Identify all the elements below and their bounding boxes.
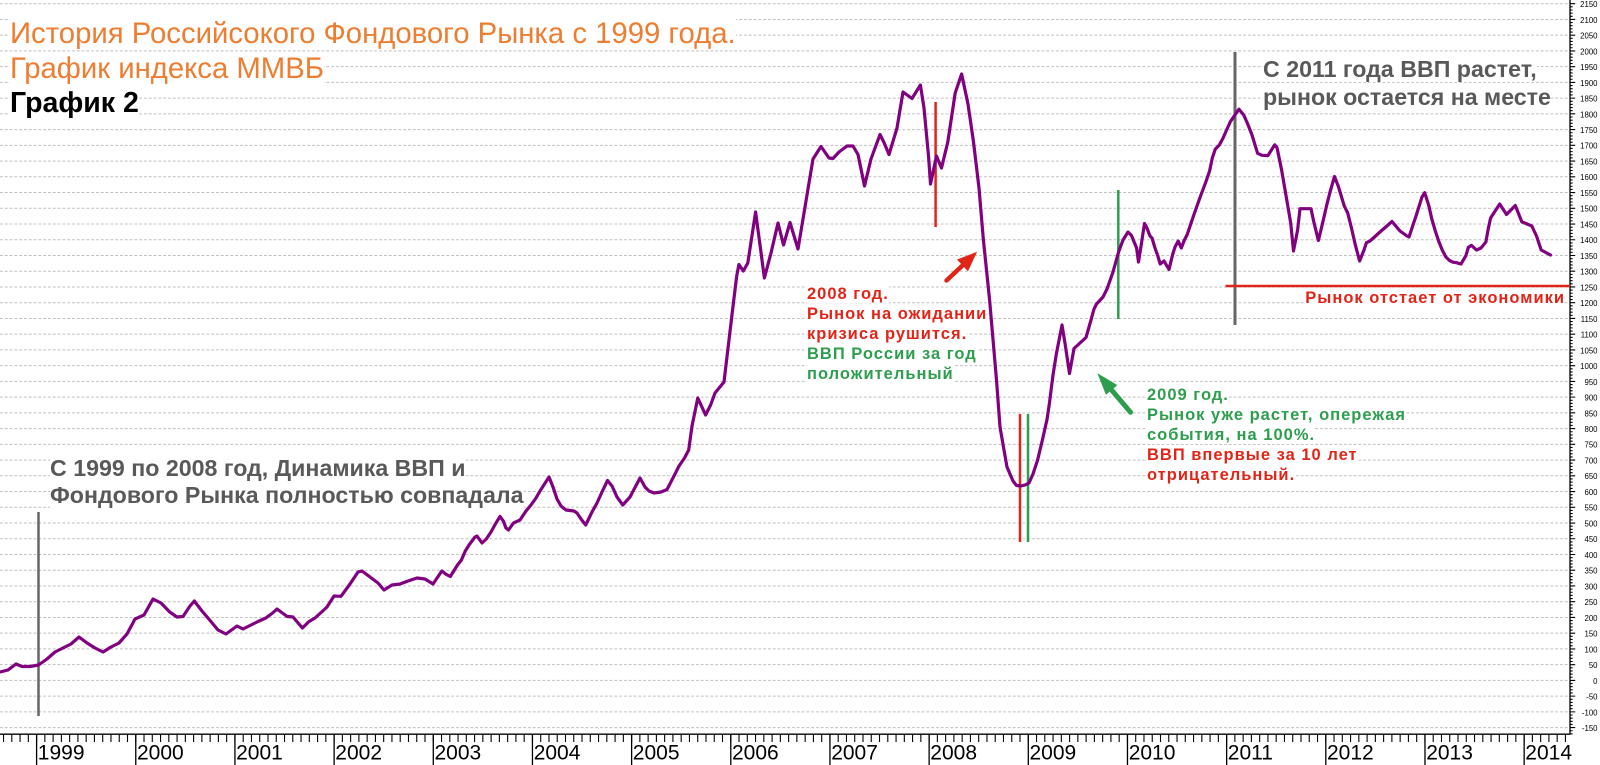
svg-text:1550: 1550 [1580, 189, 1598, 198]
svg-text:2050: 2050 [1580, 32, 1598, 41]
svg-text:1000: 1000 [1580, 362, 1598, 371]
svg-text:1950: 1950 [1580, 63, 1598, 72]
svg-text:800: 800 [1584, 425, 1598, 434]
svg-text:2150: 2150 [1580, 0, 1598, 9]
svg-text:2007: 2007 [831, 742, 878, 765]
svg-text:1400: 1400 [1580, 236, 1598, 245]
svg-text:1200: 1200 [1580, 299, 1598, 308]
svg-text:450: 450 [1584, 535, 1598, 544]
svg-text:-150: -150 [1582, 724, 1598, 733]
svg-text:0: 0 [1593, 677, 1598, 686]
svg-text:2003: 2003 [435, 742, 482, 765]
svg-text:2009: 2009 [1030, 742, 1077, 765]
svg-text:1150: 1150 [1581, 315, 1598, 324]
svg-text:1600: 1600 [1580, 173, 1598, 182]
svg-text:400: 400 [1584, 551, 1598, 560]
svg-text:1850: 1850 [1580, 95, 1598, 104]
svg-text:150: 150 [1584, 630, 1598, 639]
svg-text:750: 750 [1584, 441, 1598, 450]
svg-text:850: 850 [1584, 409, 1598, 418]
svg-text:2010: 2010 [1129, 742, 1176, 765]
svg-text:1750: 1750 [1580, 126, 1598, 135]
svg-text:2001: 2001 [236, 742, 283, 765]
svg-text:600: 600 [1584, 488, 1598, 497]
svg-text:2100: 2100 [1580, 16, 1598, 25]
svg-text:950: 950 [1584, 378, 1598, 387]
svg-text:1250: 1250 [1580, 283, 1598, 292]
svg-text:2005: 2005 [633, 742, 680, 765]
svg-text:250: 250 [1584, 598, 1598, 607]
svg-text:-100: -100 [1582, 708, 1598, 717]
svg-text:1450: 1450 [1580, 220, 1598, 229]
svg-text:2012: 2012 [1327, 742, 1374, 765]
svg-text:350: 350 [1584, 567, 1598, 576]
svg-text:1650: 1650 [1580, 158, 1598, 167]
svg-text:2000: 2000 [1580, 47, 1598, 56]
svg-text:1800: 1800 [1580, 110, 1598, 119]
svg-text:-50: -50 [1586, 693, 1598, 702]
svg-text:1900: 1900 [1580, 79, 1598, 88]
svg-text:1999: 1999 [38, 742, 85, 765]
svg-text:100: 100 [1584, 645, 1598, 654]
svg-text:1050: 1050 [1580, 346, 1598, 355]
svg-text:200: 200 [1584, 614, 1598, 623]
svg-text:2008: 2008 [930, 742, 977, 765]
svg-text:1500: 1500 [1580, 205, 1598, 214]
svg-text:2014: 2014 [1525, 742, 1572, 765]
svg-text:500: 500 [1584, 519, 1598, 528]
svg-text:550: 550 [1584, 504, 1598, 513]
svg-text:300: 300 [1584, 582, 1598, 591]
svg-text:2000: 2000 [137, 742, 184, 765]
svg-text:700: 700 [1584, 457, 1598, 466]
svg-text:2002: 2002 [335, 742, 382, 765]
svg-text:50: 50 [1589, 661, 1598, 670]
svg-text:1700: 1700 [1580, 142, 1598, 151]
svg-text:650: 650 [1584, 472, 1598, 481]
svg-text:2006: 2006 [732, 742, 779, 765]
svg-text:1300: 1300 [1580, 268, 1598, 277]
svg-text:1350: 1350 [1580, 252, 1598, 261]
svg-text:900: 900 [1584, 394, 1598, 403]
svg-text:2004: 2004 [534, 742, 581, 765]
svg-text:2011: 2011 [1228, 742, 1273, 765]
svg-text:1100: 1100 [1581, 331, 1598, 340]
svg-text:2013: 2013 [1426, 742, 1473, 765]
